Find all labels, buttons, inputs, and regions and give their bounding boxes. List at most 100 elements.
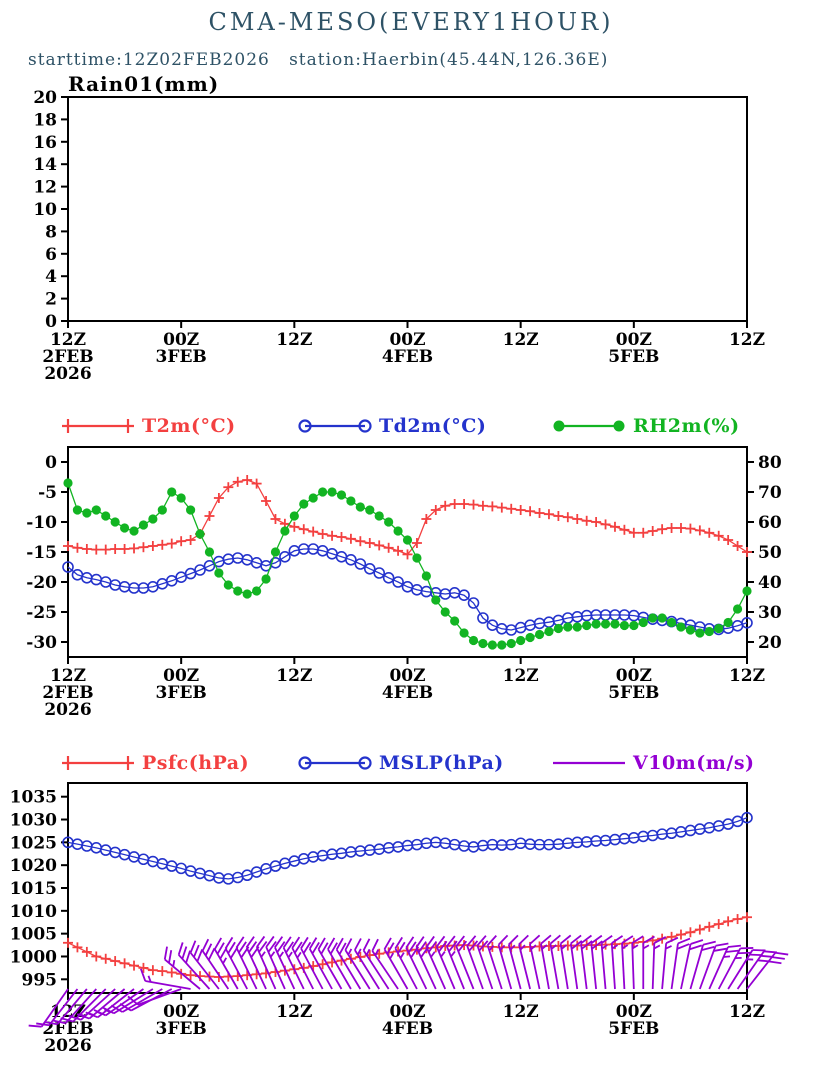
- temp-panel-legend: T2m(°C) Td2m(°C) RH2m(%): [0, 414, 822, 438]
- svg-text:00Z: 00Z: [616, 666, 652, 686]
- svg-text:0: 0: [45, 312, 57, 332]
- svg-text:4FEB: 4FEB: [382, 683, 433, 703]
- svg-text:4FEB: 4FEB: [382, 347, 433, 367]
- svg-text:10: 10: [33, 200, 57, 220]
- svg-text:3FEB: 3FEB: [156, 347, 207, 367]
- rain-panel-title: Rain01(mm): [68, 72, 220, 96]
- svg-text:50: 50: [758, 543, 782, 563]
- plus-line-marker-icon: [62, 756, 134, 770]
- plus-line-marker-icon: [62, 419, 134, 433]
- svg-text:00Z: 00Z: [616, 330, 652, 350]
- legend-label-v10m: V10m(m/s): [633, 752, 755, 774]
- svg-text:1030: 1030: [10, 811, 57, 831]
- svg-text:1010: 1010: [10, 902, 57, 922]
- svg-text:30: 30: [758, 603, 782, 623]
- svg-text:5FEB: 5FEB: [608, 347, 659, 367]
- svg-text:5FEB: 5FEB: [608, 683, 659, 703]
- rh2m-series: [63, 478, 752, 650]
- panel-3: 1035103010251020101510101005100099512Z2F…: [10, 782, 789, 1056]
- svg-text:12Z: 12Z: [503, 330, 539, 350]
- legend-label-mslp: MSLP(hPa): [379, 752, 504, 774]
- legend-item-rh2m: RH2m(%): [551, 414, 740, 438]
- svg-text:12Z: 12Z: [276, 330, 312, 350]
- svg-text:12Z: 12Z: [729, 330, 765, 350]
- svg-text:16: 16: [33, 133, 57, 153]
- svg-text:00Z: 00Z: [389, 666, 425, 686]
- svg-text:14: 14: [33, 155, 57, 175]
- svg-text:00Z: 00Z: [163, 330, 199, 350]
- mslp-series: [62, 811, 753, 885]
- wind-barbs: [28, 934, 789, 1028]
- page-subtitle: starttime:12Z02FEB2026 station:Haerbin(4…: [28, 50, 609, 70]
- svg-text:-25: -25: [26, 603, 57, 623]
- line-marker-icon: [553, 761, 625, 765]
- svg-text:12Z: 12Z: [276, 666, 312, 686]
- svg-text:2026: 2026: [44, 1036, 91, 1056]
- svg-text:2FEB: 2FEB: [42, 683, 93, 703]
- legend-item-td2m: Td2m(°C): [297, 414, 486, 438]
- svg-text:5FEB: 5FEB: [608, 1019, 659, 1039]
- legend-item-mslp: MSLP(hPa): [297, 751, 504, 775]
- svg-text:1020: 1020: [10, 856, 57, 876]
- svg-text:-20: -20: [26, 573, 57, 593]
- svg-text:2026: 2026: [44, 700, 91, 720]
- pressure-panel-legend: Psfc(hPa) MSLP(hPa) V10m(m/s): [0, 751, 822, 775]
- svg-text:00Z: 00Z: [163, 1002, 199, 1022]
- svg-text:1015: 1015: [10, 879, 57, 899]
- legend-label-psfc: Psfc(hPa): [142, 752, 250, 774]
- svg-text:12Z: 12Z: [276, 1002, 312, 1022]
- svg-text:3FEB: 3FEB: [156, 1019, 207, 1039]
- svg-text:00Z: 00Z: [616, 1002, 652, 1022]
- filled-circle-line-marker-icon: [553, 420, 625, 432]
- svg-text:4: 4: [45, 267, 57, 287]
- plot-frame: [67, 96, 748, 322]
- t2m-series: [63, 475, 752, 560]
- svg-text:70: 70: [758, 483, 782, 503]
- svg-text:12Z: 12Z: [729, 666, 765, 686]
- legend-label-t2m: T2m(°C): [142, 415, 236, 437]
- svg-text:-15: -15: [26, 543, 57, 563]
- svg-text:-5: -5: [38, 483, 57, 503]
- svg-text:60: 60: [758, 513, 782, 533]
- legend-item-t2m: T2m(°C): [60, 414, 236, 438]
- page-title: CMA-MESO(EVERY1HOUR): [208, 8, 614, 36]
- svg-text:1005: 1005: [10, 925, 57, 945]
- svg-text:1000: 1000: [10, 947, 57, 967]
- svg-text:2026: 2026: [44, 364, 91, 384]
- svg-text:00Z: 00Z: [389, 1002, 425, 1022]
- svg-text:12Z: 12Z: [729, 1002, 765, 1022]
- legend-item-v10m: V10m(m/s): [551, 751, 755, 775]
- svg-text:6: 6: [45, 245, 57, 265]
- y-axis-left: 0 -5 -10 -15 -20 -25 -30: [26, 453, 68, 653]
- svg-text:12Z: 12Z: [50, 666, 86, 686]
- svg-text:4FEB: 4FEB: [382, 1019, 433, 1039]
- svg-text:12: 12: [33, 178, 57, 198]
- legend-label-td2m: Td2m(°C): [379, 415, 487, 437]
- svg-text:1035: 1035: [10, 788, 57, 808]
- svg-text:18: 18: [33, 110, 57, 130]
- svg-text:80: 80: [758, 453, 782, 473]
- legend-label-rh2m: RH2m(%): [633, 415, 740, 437]
- svg-text:40: 40: [758, 573, 782, 593]
- svg-text:12Z: 12Z: [503, 666, 539, 686]
- svg-text:-10: -10: [26, 513, 57, 533]
- svg-text:20: 20: [758, 633, 782, 653]
- open-circle-line-marker-icon: [298, 419, 372, 433]
- open-circle-line-marker-icon: [298, 756, 372, 770]
- svg-text:20: 20: [33, 88, 57, 108]
- svg-text:2: 2: [45, 290, 57, 310]
- svg-text:0: 0: [45, 453, 57, 473]
- svg-text:-30: -30: [26, 633, 57, 653]
- svg-text:1025: 1025: [10, 833, 57, 853]
- svg-text:00Z: 00Z: [163, 666, 199, 686]
- svg-text:12Z: 12Z: [503, 1002, 539, 1022]
- svg-text:00Z: 00Z: [389, 330, 425, 350]
